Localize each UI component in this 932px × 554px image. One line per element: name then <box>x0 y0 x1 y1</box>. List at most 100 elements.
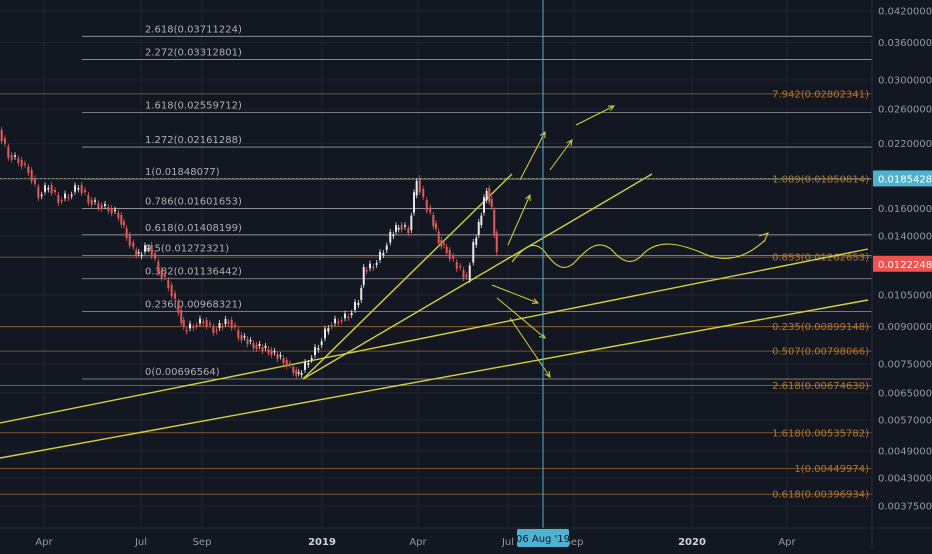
candle-body <box>84 190 86 192</box>
candle-body <box>337 321 340 324</box>
candle-body <box>234 325 236 327</box>
candle-body <box>157 261 160 273</box>
candle-body <box>237 330 240 338</box>
candle-body <box>375 263 378 265</box>
candle-body <box>227 322 230 324</box>
fib-extension-label: 1.618(0.00535782) <box>772 428 869 439</box>
x-tick-label: Apr <box>778 537 796 548</box>
candle-body <box>147 248 150 250</box>
candle-body <box>110 208 113 214</box>
x-tick-label: Jul <box>134 537 147 548</box>
candle-body <box>128 235 131 246</box>
x-tick-label: Jul <box>501 537 514 548</box>
candle-body <box>317 348 320 350</box>
candle-body <box>202 321 205 324</box>
candle-body <box>67 196 70 199</box>
projection-arrowhead <box>525 193 531 202</box>
candle-body <box>4 138 6 144</box>
candle-body <box>389 232 392 243</box>
candle-body <box>270 350 273 355</box>
candle-body <box>37 186 40 198</box>
x-tick-label: 2019 <box>308 537 336 548</box>
candle-body <box>425 200 428 211</box>
projection-arrow <box>491 284 539 304</box>
candle-body <box>80 185 83 193</box>
candle-body <box>90 200 93 205</box>
candle-body <box>7 146 10 158</box>
candle-body <box>215 330 218 332</box>
candle-body <box>44 185 46 192</box>
candle-body <box>432 215 435 227</box>
fib-level-label: 0.786(0.01601653) <box>145 196 242 207</box>
candle-body <box>267 349 270 353</box>
candle-body <box>50 185 53 193</box>
candle-body <box>362 267 365 285</box>
candle-body <box>170 285 173 297</box>
candle-body <box>307 363 310 365</box>
candle-body <box>199 318 201 324</box>
current-price-tag <box>873 255 932 272</box>
candle-body <box>455 262 458 269</box>
candle-body <box>282 358 285 363</box>
x-tick-label: Sep <box>565 537 584 548</box>
candle-body <box>327 328 330 332</box>
candle-body <box>297 372 300 374</box>
candle-body <box>324 328 326 339</box>
candle-body <box>167 280 170 288</box>
fib-level-label: 2.618(0.03711224) <box>145 24 242 35</box>
candle-body <box>20 160 23 167</box>
candle-body <box>57 195 60 203</box>
candle-body <box>258 344 261 346</box>
candle-body <box>372 266 375 269</box>
candle-body <box>107 207 110 211</box>
candle-body <box>292 366 295 373</box>
candle-body <box>357 303 360 305</box>
crosshair-date-label: 06 Aug '19 <box>516 534 570 545</box>
crosshair-price-tag <box>873 170 932 187</box>
projection-arrowhead <box>566 139 573 146</box>
candle-body <box>459 266 462 268</box>
candle-body <box>475 238 478 245</box>
candle-body <box>255 345 258 349</box>
candle-body <box>0 130 3 142</box>
candle-body <box>300 373 303 375</box>
candle-body <box>413 192 415 213</box>
candle-body <box>279 355 282 357</box>
candle-body <box>218 323 221 328</box>
candle-body <box>264 346 267 348</box>
candle-body <box>495 232 498 252</box>
candle-body <box>224 319 227 324</box>
trendline <box>302 173 513 380</box>
candle-body <box>212 326 215 333</box>
candle-body <box>104 204 106 206</box>
candle-body <box>392 234 395 237</box>
projection-arrow <box>519 131 546 181</box>
candle-body <box>97 203 100 208</box>
fib-level-label: 0(0.00696564) <box>145 367 220 378</box>
candle-body <box>452 256 455 259</box>
candle-body <box>437 231 440 243</box>
candle-body <box>243 336 246 338</box>
candle-body <box>132 242 135 247</box>
candle-body <box>397 228 400 230</box>
candle-body <box>340 320 343 322</box>
candle-body <box>40 194 43 197</box>
candle-body <box>160 270 163 278</box>
projection-arrowhead <box>544 370 551 378</box>
candle-body <box>27 166 30 173</box>
candle-body <box>448 250 451 259</box>
candle-body <box>177 301 180 313</box>
candle-body <box>418 178 421 192</box>
candle-body <box>189 323 191 329</box>
candle-body <box>17 158 20 163</box>
candle-body <box>74 185 76 192</box>
fib-level-label: 0.382(0.01136442) <box>145 267 242 278</box>
candle-body <box>180 310 183 323</box>
candle-body <box>100 205 103 209</box>
candle-body <box>14 155 16 157</box>
fib-extension-label: 1(0.00449974) <box>794 464 869 475</box>
